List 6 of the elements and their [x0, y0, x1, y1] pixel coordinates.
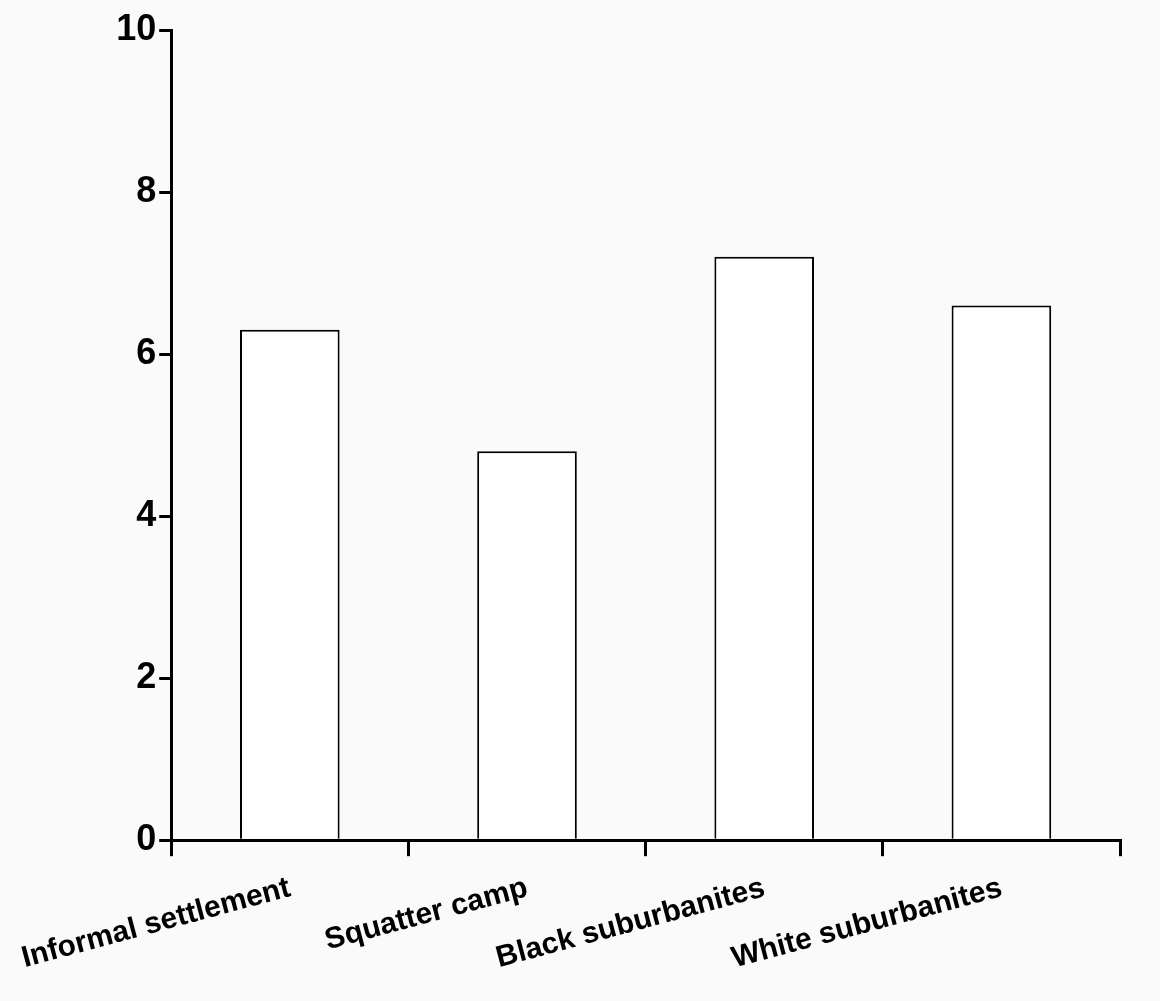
y-tick-label: 0	[136, 817, 157, 859]
y-tick-label: 8	[136, 168, 157, 210]
y-tick-label: 10	[116, 6, 157, 48]
y-tick-label: 4	[136, 493, 157, 535]
y-tick-label: 2	[136, 655, 157, 697]
y-tick-label: 6	[136, 331, 157, 372]
